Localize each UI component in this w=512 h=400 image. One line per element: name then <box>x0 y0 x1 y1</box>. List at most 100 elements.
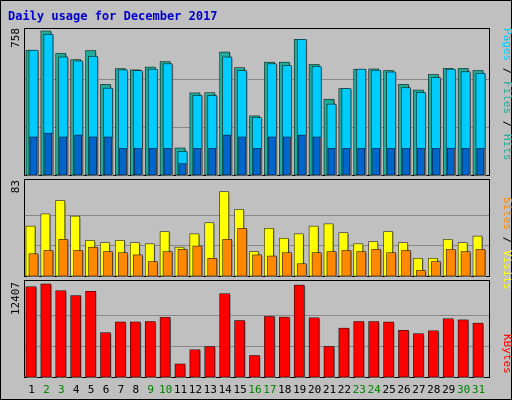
pages-bar-day-11 <box>178 163 187 176</box>
day-label-27: 27 <box>412 383 425 396</box>
legend-sites: Sites <box>501 197 512 230</box>
day-label-3: 3 <box>58 383 65 396</box>
legend-files: Files <box>501 81 512 114</box>
kbytes-bar-day-21 <box>323 346 335 378</box>
day-label-1: 1 <box>28 383 35 396</box>
kbytes-bar-day-14 <box>219 293 230 378</box>
kbytes-y-max-label: 12407 <box>9 282 22 315</box>
pages-bar-day-18 <box>283 136 291 176</box>
kbytes-bar-day-18 <box>279 316 290 378</box>
pages-bar-day-3 <box>59 136 68 176</box>
kbytes-bar-day-6 <box>100 332 111 378</box>
day-label-20: 20 <box>308 383 321 396</box>
sites-bar-day-9 <box>147 261 158 277</box>
sites-bar-day-4 <box>73 250 83 277</box>
kbytes-bar-day-3 <box>55 290 67 378</box>
day-label-22: 22 <box>338 383 351 396</box>
sites-bar-day-1 <box>28 253 39 277</box>
pages-bar-day-2 <box>44 132 53 176</box>
kbytes-bar-day-9 <box>144 321 156 378</box>
day-label-31: 31 <box>472 383 485 396</box>
day-label-15: 15 <box>233 383 246 396</box>
day-label-14: 14 <box>219 383 233 396</box>
sites-bar-day-29 <box>445 249 456 277</box>
day-label-28: 28 <box>427 383 440 396</box>
pages-bar-day-28 <box>432 148 440 176</box>
kbytes-bar-day-7 <box>115 321 126 378</box>
kbytes-bar-day-8 <box>130 321 141 378</box>
kbytes-bar-day-12 <box>189 349 201 378</box>
hits-y-max-label: 758 <box>9 28 22 48</box>
pages-bar-day-26 <box>402 148 410 176</box>
sites-bar-day-24 <box>371 249 381 277</box>
kbytes-bar-day-23 <box>353 321 365 378</box>
legend-hits: Hits <box>501 134 512 161</box>
pages-bar-day-24 <box>372 148 380 176</box>
sites-bar-day-10 <box>162 251 173 277</box>
pages-bar-day-9 <box>148 148 157 176</box>
visits-legend: Sites / Visits <box>501 197 512 290</box>
kbytes-bar-day-29 <box>442 318 454 378</box>
day-label-9: 9 <box>147 383 154 396</box>
day-axis-labels: 1 2 3 4 5 6 7 8 9 10 11 12 13 14 15 16 17 18 19 20 21 22 23 24 2… <box>28 383 485 396</box>
pages-bar-day-21 <box>327 148 336 176</box>
kbytes-bar-day-20 <box>308 317 320 378</box>
pages-bar-day-12 <box>193 148 202 176</box>
sites-bar-day-31 <box>475 249 486 277</box>
day-label-7: 7 <box>118 383 125 396</box>
day-label-4: 4 <box>73 383 80 396</box>
sites-bar-day-3 <box>58 239 69 277</box>
sites-bar-day-23 <box>356 251 367 277</box>
day-label-17: 17 <box>263 383 276 396</box>
day-label-8: 8 <box>132 383 139 396</box>
day-label-5: 5 <box>88 383 95 396</box>
day-label-13: 13 <box>204 383 217 396</box>
sites-bar-day-28 <box>431 261 441 277</box>
sites-bar-day-21 <box>326 251 337 277</box>
pages-bar-day-23 <box>357 148 366 176</box>
sites-bar-day-7 <box>118 252 128 277</box>
legend-visits: Visits <box>501 250 512 290</box>
pages-bar-day-4 <box>74 134 82 176</box>
pages-bar-day-1 <box>29 136 38 176</box>
sites-bar-day-16 <box>252 254 262 277</box>
sites-bar-day-27 <box>416 270 426 277</box>
pages-bar-day-6 <box>104 136 112 176</box>
kbytes-bar-day-13 <box>204 346 216 378</box>
kbytes-bar-day-24 <box>368 321 379 378</box>
pages-bar-day-14 <box>223 134 231 176</box>
legend-sep-3: / <box>501 230 512 250</box>
day-label-6: 6 <box>103 383 110 396</box>
pages-bar-day-29 <box>446 148 455 176</box>
pages-bar-day-15 <box>238 136 246 176</box>
kbytes-bar-day-27 <box>413 333 424 378</box>
kbytes-bar-day-17 <box>264 316 275 378</box>
legend-sep-1: / <box>501 61 512 81</box>
pages-bar-day-17 <box>268 136 276 176</box>
kbytes-bar-day-19 <box>293 284 305 378</box>
day-label-30: 30 <box>457 383 470 396</box>
pages-bar-day-5 <box>89 136 97 176</box>
sites-bar-day-14 <box>222 239 232 277</box>
hits-legend: Pages / Files / Hits <box>501 28 512 161</box>
kbytes-bars <box>25 283 489 378</box>
sites-bar-day-26 <box>401 250 411 277</box>
kbytes-bar-day-5 <box>85 290 96 378</box>
kbytes-bar-day-22 <box>338 327 350 378</box>
sites-bar-day-25 <box>386 252 396 277</box>
kbytes-bar-day-15 <box>234 320 245 378</box>
day-label-24: 24 <box>368 383 382 396</box>
kbytes-bar-day-30 <box>457 319 469 378</box>
kbytes-bar-day-11 <box>174 363 186 378</box>
pages-bar-day-27 <box>417 148 425 176</box>
sites-bar-day-5 <box>88 246 98 277</box>
pages-bar-day-30 <box>461 148 470 176</box>
visits-sites-bars <box>25 191 489 277</box>
sites-bar-day-13 <box>207 258 218 277</box>
kbytes-bar-day-4 <box>70 295 81 378</box>
day-label-19: 19 <box>293 383 306 396</box>
day-label-18: 18 <box>278 383 291 396</box>
legend-sep-2: / <box>501 114 512 134</box>
day-label-11: 11 <box>174 383 187 396</box>
